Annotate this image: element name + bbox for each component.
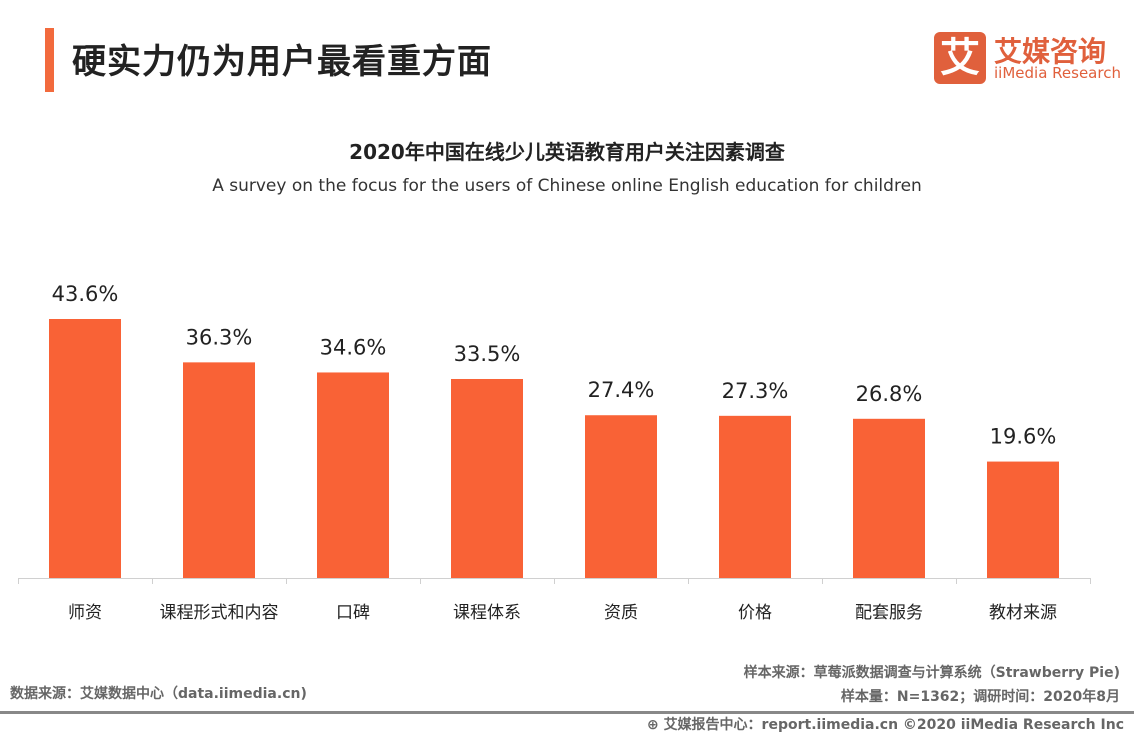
bar-3 (451, 378, 523, 578)
bar-0 (49, 319, 121, 578)
sample-info: 样本量：N=1362；调研时间：2020年8月 (840, 689, 1120, 705)
logo-mark: 艾 (934, 32, 986, 84)
category-label-3: 课程体系 (453, 603, 521, 623)
data-label-3: 33.5% (454, 342, 521, 366)
data-label-7: 19.6% (990, 425, 1057, 449)
category-label-0: 师资 (68, 603, 102, 623)
footer-text: 艾媒报告中心：report.iimedia.cn ©2020 iiMedia R… (663, 717, 1124, 733)
data-source: 数据来源：艾媒数据中心（data.iimedia.cn) (10, 686, 307, 702)
data-label-4: 27.4% (588, 378, 655, 402)
bar-2 (317, 372, 389, 578)
bar-6 (853, 418, 925, 578)
data-label-2: 34.6% (320, 335, 387, 359)
title-accent-bar (45, 28, 54, 92)
category-label-2: 口碑 (336, 603, 370, 623)
data-label-0: 43.6% (52, 282, 119, 306)
chart-title: 2020年中国在线少儿英语教育用户关注因素调查 (349, 140, 785, 164)
bar-7 (987, 461, 1059, 578)
category-label-4: 资质 (604, 603, 638, 623)
data-label-5: 27.3% (722, 379, 789, 403)
footer-divider (0, 711, 1134, 714)
logo-en: iiMedia Research (994, 64, 1121, 82)
sample-source: 样本来源：草莓派数据调查与计算系统（Strawberry Pie) (743, 665, 1120, 681)
data-label-1: 36.3% (186, 325, 253, 349)
category-label-7: 教材来源 (989, 603, 1057, 623)
page-title: 硬实力仍为用户最看重方面 (72, 42, 492, 82)
bar-4 (585, 415, 657, 578)
data-label-6: 26.8% (856, 382, 923, 406)
category-label-1: 课程形式和内容 (160, 603, 279, 623)
globe-icon: ⊕ (646, 717, 664, 733)
chart-subtitle: A survey on the focus for the users of C… (212, 176, 922, 196)
category-label-6: 配套服务 (855, 603, 923, 623)
bar-5 (719, 415, 791, 578)
bar-1 (183, 362, 255, 578)
category-label-5: 价格 (738, 603, 772, 623)
footer: ⊕ 艾媒报告中心：report.iimedia.cn ©2020 iiMedia… (647, 714, 1124, 734)
logo-cn: 艾媒咨询 (994, 35, 1107, 68)
bar-chart: 43.6% 师资 36.3% 课程形式和内容 34.6% 口碑 33.5% 课程体系 27.4%… (18, 282, 1091, 623)
logo: 艾 艾媒咨询 iiMedia Research (934, 32, 1121, 84)
